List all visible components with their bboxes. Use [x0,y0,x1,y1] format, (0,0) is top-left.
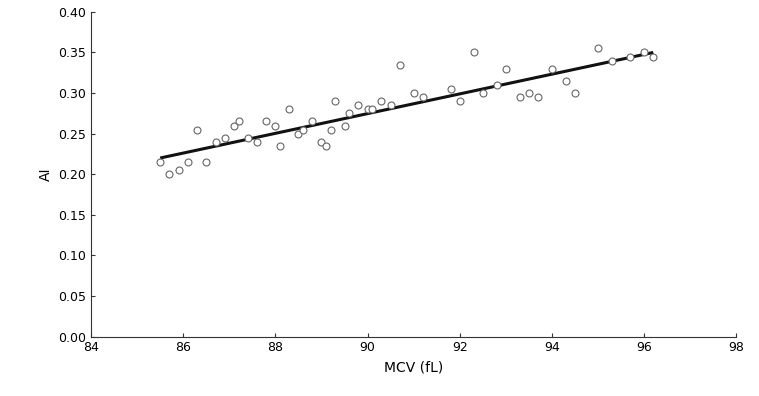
Point [297,126,309,133]
Point [343,110,355,116]
Point [241,135,254,141]
Point [325,126,337,133]
Y-axis label: AI: AI [39,168,52,181]
Point [647,53,660,60]
Point [209,139,222,145]
Point [477,90,489,96]
Point [546,65,558,72]
Point [408,90,420,96]
Point [251,139,263,145]
Point [454,98,466,104]
Point [269,122,282,129]
Point [154,159,166,165]
X-axis label: MCV (fL): MCV (fL) [384,360,443,374]
Point [514,94,526,100]
Point [376,98,388,104]
Point [306,118,318,125]
Point [638,49,650,55]
Point [292,130,304,137]
Point [274,143,286,149]
Point [385,102,397,109]
Point [339,122,351,129]
Point [569,90,581,96]
Point [592,45,604,51]
Point [606,57,618,64]
Point [499,65,512,72]
Point [219,135,231,141]
Point [417,94,429,100]
Point [624,53,636,60]
Point [366,106,378,112]
Point [523,90,535,96]
Point [320,143,332,149]
Point [316,139,328,145]
Point [283,106,295,112]
Point [260,118,272,125]
Point [181,159,194,165]
Point [445,86,457,92]
Point [163,171,175,177]
Point [532,94,544,100]
Point [352,102,364,109]
Point [232,118,244,125]
Point [200,159,213,165]
Point [394,61,406,68]
Point [172,167,184,173]
Point [559,78,572,84]
Point [361,106,373,112]
Point [191,126,203,133]
Point [329,98,342,104]
Point [490,82,502,88]
Point [228,122,240,129]
Point [468,49,480,55]
